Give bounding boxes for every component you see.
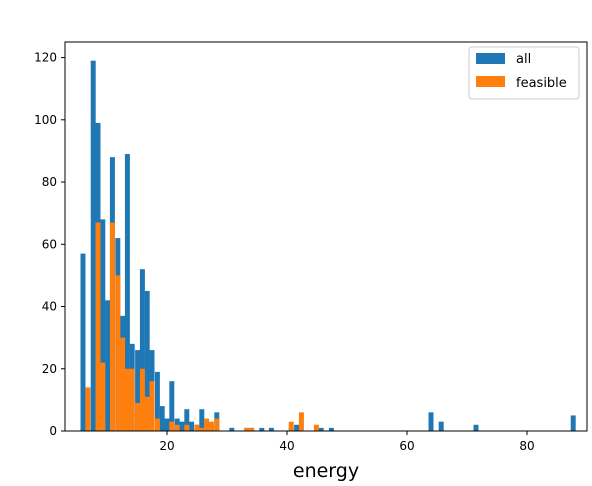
- bar-feasible: [120, 337, 126, 431]
- legend: all feasible: [468, 46, 580, 100]
- bar-all: [294, 424, 300, 431]
- bar-all: [570, 415, 576, 431]
- bar-feasible: [208, 421, 214, 431]
- y-tick-label: 80: [42, 175, 57, 189]
- bar-feasible: [115, 275, 121, 431]
- bar-feasible: [135, 402, 141, 431]
- bar-all: [90, 60, 96, 432]
- bar-all: [169, 381, 175, 431]
- bar-all: [189, 421, 195, 431]
- y-tick-label: 60: [42, 237, 57, 251]
- bar-feasible: [288, 421, 294, 431]
- bar-all: [259, 427, 265, 431]
- bar-all: [473, 424, 479, 431]
- bar-feasible: [184, 424, 190, 431]
- bar-all: [144, 290, 150, 431]
- bar-feasible: [129, 368, 135, 431]
- bar-feasible: [154, 418, 160, 431]
- bar-feasible: [95, 222, 101, 431]
- bar-feasible: [194, 424, 200, 431]
- bar-all: [438, 421, 444, 431]
- bar-all: [105, 300, 111, 431]
- bar-feasible: [169, 421, 175, 431]
- bar-feasible: [174, 424, 180, 431]
- series-feasible-bars: [85, 222, 319, 431]
- x-axis-label: energy: [293, 460, 359, 482]
- legend-swatch-feasible: [476, 76, 505, 87]
- bar-all: [318, 427, 324, 431]
- bar-all: [184, 409, 190, 431]
- bar-all: [139, 269, 145, 431]
- bar-feasible: [144, 396, 150, 431]
- bar-all: [268, 427, 274, 431]
- bar-feasible: [214, 418, 220, 431]
- y-tick-label: 20: [42, 362, 57, 376]
- bar-all: [199, 409, 205, 431]
- plot-frame: [64, 41, 588, 432]
- legend-label-all: all: [516, 52, 531, 67]
- bar-all: [135, 350, 141, 431]
- bar-feasible: [124, 368, 130, 431]
- x-tick-label: 60: [399, 439, 414, 453]
- bar-all: [164, 418, 170, 431]
- bar-all: [159, 406, 165, 431]
- bar-feasible: [298, 412, 304, 431]
- bar-feasible: [199, 427, 205, 431]
- x-tick-label: 40: [279, 439, 294, 453]
- legend-swatch-all: [476, 53, 505, 64]
- bar-feasible: [149, 381, 155, 431]
- y-tick-label: 100: [34, 113, 57, 127]
- bar-all: [80, 253, 86, 431]
- y-tick-label: 0: [49, 424, 57, 438]
- bar-all: [229, 427, 235, 431]
- bar-all: [124, 154, 130, 431]
- bar-all: [100, 219, 106, 431]
- y-tick-label: 120: [34, 51, 57, 65]
- bar-feasible: [139, 368, 145, 431]
- bar-feasible: [204, 418, 210, 431]
- bar-all: [154, 371, 160, 431]
- bar-all: [179, 421, 185, 431]
- bar-feasible: [85, 387, 91, 431]
- bar-feasible: [109, 222, 115, 431]
- x-tick-label: 20: [159, 439, 174, 453]
- y-tick-label: 40: [42, 300, 57, 314]
- bar-feasible: [244, 427, 250, 431]
- bar-all: [328, 427, 334, 431]
- bar-all: [174, 418, 180, 431]
- x-tick-label: 80: [519, 439, 534, 453]
- bar-feasible: [249, 427, 255, 431]
- legend-label-feasible: feasible: [516, 76, 567, 91]
- x-axis-ticks: 20 40 60 80: [159, 431, 535, 453]
- y-axis-ticks: 0 20 40 60 80 100 120: [34, 51, 65, 438]
- bar-feasible: [313, 424, 319, 431]
- bar-feasible: [100, 362, 106, 431]
- bar-all: [428, 412, 434, 431]
